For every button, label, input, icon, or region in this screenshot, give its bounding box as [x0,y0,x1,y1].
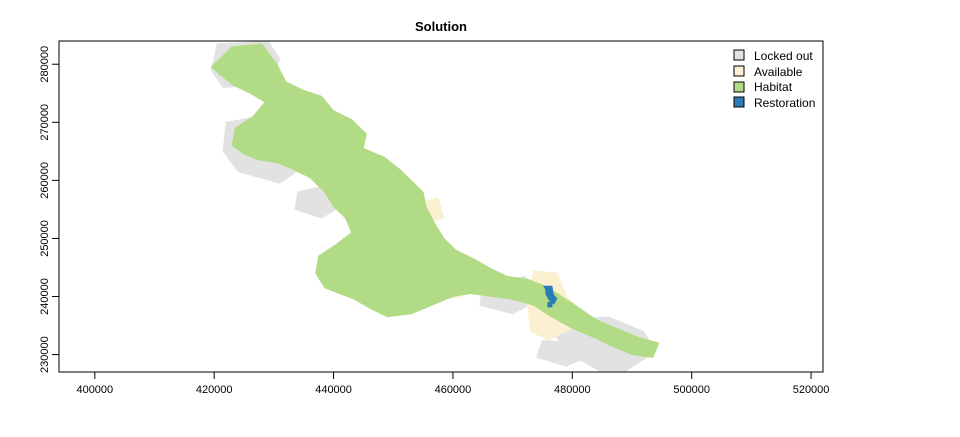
legend-swatch-locked-out [733,49,745,61]
y-axis: 230000 240000 250000 260000 270000 280000 [39,46,60,373]
y-tick-label: 230000 [39,336,51,373]
map-title: Solution [415,19,467,34]
y-tick-label: 280000 [39,46,51,83]
legend-item-habitat: Habitat [733,80,793,94]
legend-label-restoration: Restoration [754,96,815,110]
legend-label-locked-out: Locked out [754,49,813,63]
legend-label-available: Available [754,65,803,79]
restoration-region-2 [547,301,553,308]
y-tick-label: 240000 [39,278,51,315]
legend: Locked out Available Habitat Restoration [733,49,815,110]
habitat-region-1 [210,43,660,358]
x-axis: 400000 420000 440000 460000 480000 500000 5200… [76,371,830,396]
locked-out-region-7 [535,339,588,367]
legend-item-locked-out: Locked out [733,49,813,63]
legend-label-habitat: Habitat [754,80,793,94]
legend-swatch-habitat [733,81,745,93]
x-tick-label: 480000 [554,384,591,396]
legend-item-available: Available [733,65,803,79]
legend-swatch-available [733,65,745,77]
y-tick-label: 260000 [39,162,51,199]
legend-swatch-restoration [733,96,745,108]
y-tick-label: 250000 [39,220,51,257]
x-tick-label: 460000 [435,384,472,396]
restoration-region-1 [542,285,558,305]
x-tick-label: 400000 [76,384,113,396]
plot-frame [58,40,824,373]
x-tick-label: 420000 [196,384,233,396]
y-tick-label: 270000 [39,104,51,141]
x-tick-label: 520000 [793,384,830,396]
x-tick-label: 440000 [315,384,352,396]
map-regions [210,41,660,372]
legend-item-restoration: Restoration [733,96,815,110]
x-tick-label: 500000 [673,384,710,396]
